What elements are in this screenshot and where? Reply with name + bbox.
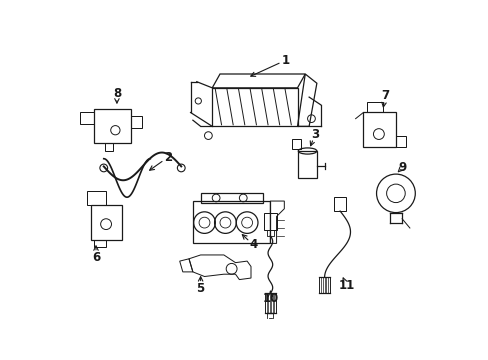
Text: 2: 2 — [163, 150, 172, 164]
Text: 11: 11 — [338, 279, 354, 292]
Text: 6: 6 — [92, 251, 100, 264]
Text: 9: 9 — [397, 161, 406, 175]
Bar — [298, 151, 316, 178]
Text: 5: 5 — [196, 282, 204, 294]
Text: 1: 1 — [281, 54, 289, 67]
Bar — [200, 193, 262, 203]
Text: 7: 7 — [380, 89, 388, 102]
Text: 8: 8 — [113, 87, 121, 100]
Text: 10: 10 — [262, 292, 278, 305]
Bar — [333, 197, 346, 211]
Bar — [264, 213, 276, 230]
Bar — [192, 201, 270, 243]
Text: 4: 4 — [249, 238, 257, 251]
Text: 3: 3 — [311, 127, 319, 140]
Bar — [266, 230, 274, 236]
